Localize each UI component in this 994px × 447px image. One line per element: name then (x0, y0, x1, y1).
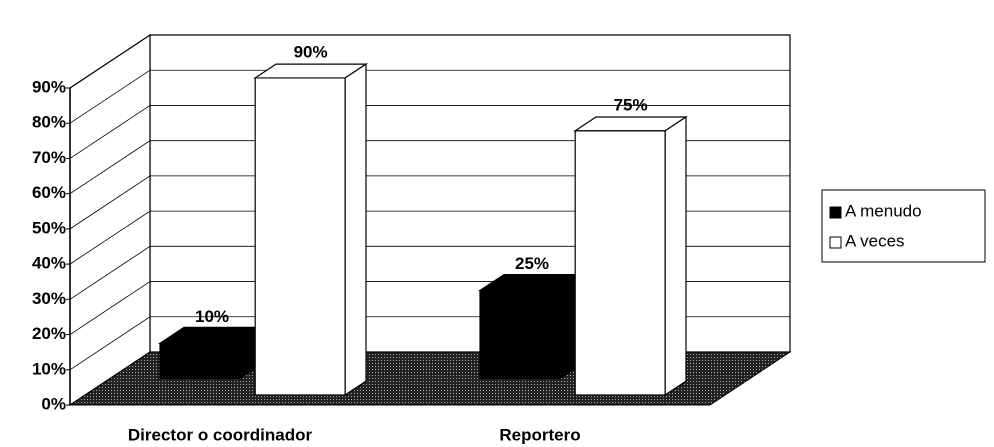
y-tick-label: 90% (32, 77, 66, 96)
bar-side (664, 115, 687, 397)
x-tick-label: Reportero (499, 425, 580, 444)
y-tick-label: 50% (32, 218, 66, 237)
bar-side (344, 63, 367, 397)
legend-label: A menudo (845, 201, 922, 220)
legend-swatch (829, 236, 842, 249)
bar (573, 115, 688, 397)
legend-swatch (829, 206, 842, 219)
back-wall (149, 34, 791, 353)
bar-front (479, 289, 561, 380)
value-label: 75% (614, 95, 648, 114)
bar (478, 273, 586, 380)
y-tick-label: 40% (32, 254, 66, 273)
grid-line (69, 69, 790, 124)
value-label: 25% (515, 254, 549, 273)
legend-box (821, 189, 986, 263)
y-tick-label: 60% (32, 183, 66, 202)
side-wall (69, 33, 151, 407)
value-label: 90% (294, 43, 328, 62)
y-tick-label: 0% (41, 394, 66, 413)
legend-label: A veces (845, 231, 905, 250)
x-tick-label: Director o coordinador (128, 425, 313, 444)
y-tick-label: 10% (32, 359, 66, 378)
y-tick-label: 30% (32, 289, 66, 308)
y-tick-label: 70% (32, 148, 66, 167)
y-tick-label: 80% (32, 113, 66, 132)
grid-line (69, 34, 790, 89)
bar-front (159, 342, 241, 380)
bar-front (574, 130, 666, 396)
bar (158, 326, 266, 380)
y-tick-label: 20% (32, 324, 66, 343)
bar (253, 63, 368, 397)
bar-front (254, 77, 346, 396)
grid-line (69, 105, 790, 159)
value-label: 10% (195, 307, 229, 326)
